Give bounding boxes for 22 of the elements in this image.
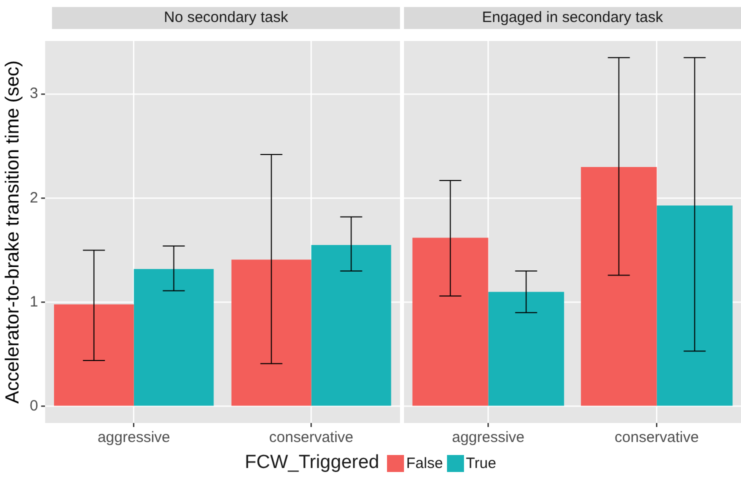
bar: [311, 245, 392, 406]
bar: [488, 292, 564, 406]
bar: [54, 304, 134, 406]
x-tick-label: conservative: [269, 429, 354, 446]
legend-label: False: [406, 454, 443, 472]
legend-title: FCW_Triggered: [244, 452, 380, 474]
bar: [412, 238, 488, 406]
legend-label: True: [466, 454, 496, 472]
chart-title: Engaged in secondary task: [404, 7, 741, 29]
x-tick-label: aggressive: [98, 429, 170, 446]
y-tick-label: 0: [30, 397, 38, 414]
x-tick-label: conservative: [614, 429, 699, 446]
y-axis-title: Accelerator-to-brake transition time (sec): [2, 60, 24, 404]
bar: [231, 260, 312, 406]
y-tick-label: 2: [30, 189, 38, 206]
chart-title: No secondary task: [52, 7, 400, 29]
bar: [134, 268, 214, 406]
bar: [656, 205, 733, 406]
x-tick-label: aggressive: [452, 429, 525, 446]
y-tick-label: 1: [30, 293, 38, 310]
y-tick-label: 3: [30, 85, 38, 102]
bar: [580, 166, 657, 406]
